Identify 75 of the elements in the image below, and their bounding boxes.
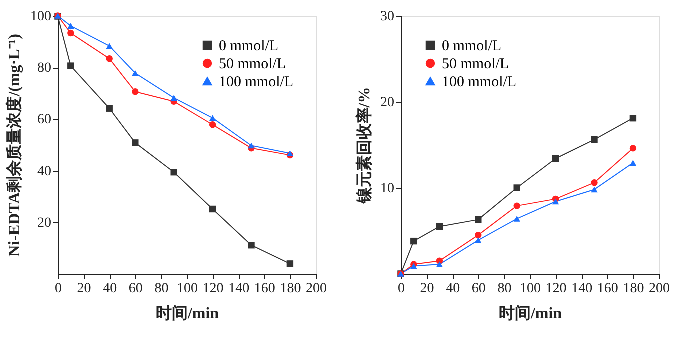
point	[286, 150, 294, 156]
point	[514, 202, 520, 210]
point	[209, 115, 216, 122]
point	[170, 95, 178, 101]
point	[591, 136, 598, 144]
point	[209, 206, 216, 213]
point	[106, 105, 113, 112]
x-tick-label: 0	[55, 282, 62, 296]
point	[248, 242, 255, 249]
point	[630, 114, 637, 122]
point	[68, 62, 74, 70]
point	[552, 155, 560, 162]
x-tick-label: 120	[202, 282, 224, 296]
legend-label: 50 mmol/L	[442, 56, 510, 72]
point	[106, 55, 113, 62]
point	[591, 186, 598, 193]
x-tick-label: 160	[254, 282, 276, 296]
x-tick-label: 80	[154, 282, 169, 296]
x-tick-label: 160	[597, 282, 618, 296]
point	[514, 184, 520, 192]
point	[514, 216, 520, 222]
y-tick-label: 10	[380, 182, 394, 196]
point	[68, 23, 74, 29]
point	[475, 216, 482, 224]
y-tick-label: 60	[38, 112, 52, 128]
x-tick-label: 20	[420, 282, 434, 296]
y-tick-label: 20	[38, 216, 52, 231]
x-tick-label: 180	[623, 282, 644, 296]
point	[68, 30, 74, 37]
x-axis-title: 时间/min	[156, 304, 220, 322]
point	[209, 122, 216, 128]
y-tick-label: 40	[38, 164, 52, 180]
x-tick-label: 120	[546, 282, 567, 296]
x-tick-label: 180	[280, 282, 302, 296]
y-tick-label: 20	[380, 96, 394, 110]
x-tick-label: 140	[572, 282, 593, 296]
point	[106, 43, 113, 50]
x-tick-label: 200	[306, 282, 327, 296]
point	[132, 88, 139, 96]
point	[436, 223, 444, 230]
legend-label: 0 mmol/L	[442, 38, 502, 54]
x-tick-label: 140	[228, 282, 250, 296]
x-axis-title: 时间/min	[498, 304, 562, 322]
point	[436, 262, 444, 268]
point	[591, 179, 598, 186]
legend-label: 100 mmol/L	[219, 74, 294, 90]
point	[630, 160, 637, 166]
x-tick-label: 80	[498, 282, 512, 296]
x-tick-label: 60	[128, 282, 143, 296]
x-tick-label: 40	[446, 282, 460, 296]
x-tick-label: 200	[649, 282, 670, 296]
legend-label: 100 mmol/L	[442, 74, 517, 90]
y-tick-label: 80	[38, 61, 52, 76]
point	[410, 238, 418, 245]
point	[132, 140, 139, 146]
y-tick-label: 100	[30, 10, 52, 24]
point	[170, 168, 178, 176]
point	[132, 70, 139, 76]
legend-label: 50 mmol/L	[219, 56, 286, 72]
x-tick-label: 0	[398, 282, 405, 296]
x-tick-label: 100	[177, 282, 198, 296]
point	[475, 238, 482, 244]
point	[552, 198, 560, 205]
x-tick-label: 60	[472, 282, 486, 296]
x-tick-label: 40	[103, 282, 118, 296]
point	[248, 142, 255, 149]
point	[286, 260, 294, 268]
x-tick-label: 20	[77, 282, 92, 296]
legend-label: 0 mmol/L	[219, 38, 279, 54]
y-tick-label: 30	[380, 10, 394, 24]
y-axis-title: Ni-EDTA剩余质量浓度/(mg·L⁻¹)	[4, 34, 24, 257]
point	[475, 232, 482, 239]
x-tick-label: 100	[520, 282, 541, 296]
y-axis-title: 镍元素回收率/%	[354, 87, 374, 205]
point	[630, 145, 637, 152]
